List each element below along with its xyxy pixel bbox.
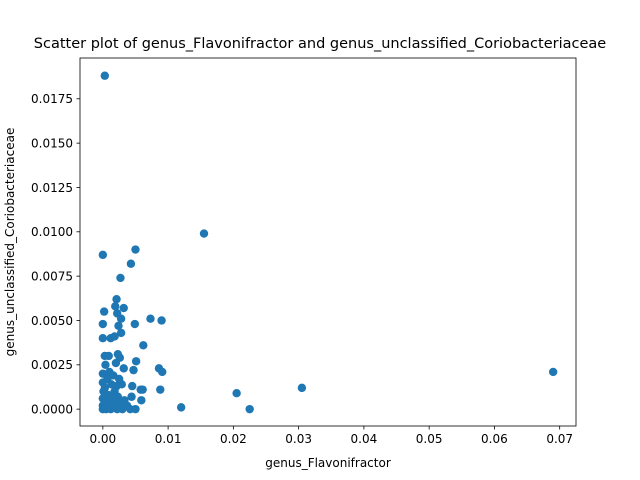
data-point: [117, 380, 126, 389]
data-point: [199, 229, 209, 238]
data-point: [126, 259, 136, 268]
x-axis-ticks: 0.00 0.01 0.02 0.03 0.04 0.05 0.06 0.07: [89, 426, 573, 446]
y-tick-label: 0.0050: [31, 314, 73, 328]
data-point: [101, 360, 110, 370]
data-point: [112, 295, 121, 304]
data-point: [130, 319, 140, 329]
y-tick: 0.0025: [31, 358, 80, 372]
data-point: [111, 358, 121, 368]
x-tick: 0.05: [416, 426, 443, 446]
x-tick: 0.01: [155, 426, 182, 446]
plot-area: [80, 58, 576, 426]
data-point: [131, 404, 140, 414]
data-point: [128, 381, 137, 391]
x-tick-label: 0.01: [155, 432, 182, 446]
x-tick: 0.04: [351, 426, 378, 446]
x-tick: 0.03: [285, 426, 312, 446]
data-point: [157, 316, 166, 325]
data-point: [131, 245, 140, 254]
x-tick: 0.02: [220, 426, 247, 446]
y-tick-label: 0.0000: [31, 402, 73, 416]
x-tick-label: 0.06: [481, 432, 508, 446]
data-point: [548, 367, 558, 377]
y-tick: 0.0050: [31, 314, 80, 328]
data-point: [127, 392, 136, 401]
x-tick: 0.06: [481, 426, 508, 446]
data-point: [297, 383, 307, 393]
y-tick-label: 0.0075: [31, 269, 73, 283]
data-point: [137, 396, 146, 405]
data-point: [138, 385, 147, 394]
data-point: [98, 319, 108, 329]
y-tick: 0.0000: [31, 402, 80, 416]
data-point: [104, 351, 113, 361]
data-point: [156, 385, 165, 394]
y-tick: 0.0125: [31, 181, 80, 195]
data-point: [100, 71, 110, 80]
data-point: [118, 404, 127, 414]
y-tick-label: 0.0100: [31, 225, 73, 239]
y-tick-label: 0.0175: [31, 92, 73, 106]
data-point: [116, 328, 126, 338]
data-point: [114, 321, 123, 330]
y-tick: 0.0075: [31, 269, 80, 283]
x-tick-label: 0.07: [546, 432, 573, 446]
data-point: [158, 367, 167, 377]
y-tick-label: 0.0125: [31, 181, 73, 195]
data-point: [176, 403, 186, 412]
data-point: [106, 404, 115, 414]
data-points: [98, 71, 558, 414]
y-tick: 0.0100: [31, 225, 80, 239]
y-tick-label: 0.0025: [31, 358, 73, 372]
data-point: [99, 307, 109, 316]
x-tick-label: 0.04: [351, 432, 378, 446]
data-point: [111, 302, 120, 311]
data-point: [131, 357, 141, 366]
x-tick: 0.07: [546, 426, 573, 446]
data-point: [232, 388, 241, 398]
data-point: [110, 332, 119, 341]
data-point: [245, 404, 254, 414]
x-tick-label: 0.02: [220, 432, 247, 446]
data-point: [146, 314, 155, 323]
y-tick: 0.0150: [31, 136, 80, 150]
chart-title: Scatter plot of genus_Flavonifractor and…: [34, 36, 606, 52]
data-point: [119, 364, 128, 373]
x-axis-label: genus_Flavonifractor: [265, 456, 391, 470]
data-point: [116, 273, 125, 283]
data-point: [98, 334, 108, 343]
data-point: [119, 303, 128, 313]
y-axis-ticks: 0.0000 0.0025 0.0050 0.0075 0.0100 0.0125 0.01…: [31, 92, 80, 416]
x-tick: 0.00: [89, 426, 116, 446]
y-axis-label: genus_unclassified_Coriobacteriaceae: [3, 128, 17, 357]
x-tick-label: 0.05: [416, 432, 443, 446]
data-point: [129, 365, 138, 375]
plot-frame: [79, 57, 577, 427]
data-point: [139, 341, 148, 350]
y-tick: 0.0175: [31, 92, 80, 106]
data-point: [116, 314, 126, 323]
data-point: [98, 250, 108, 260]
x-tick-label: 0.00: [89, 432, 116, 446]
x-tick-label: 0.03: [285, 432, 312, 446]
y-tick-label: 0.0150: [31, 136, 73, 150]
